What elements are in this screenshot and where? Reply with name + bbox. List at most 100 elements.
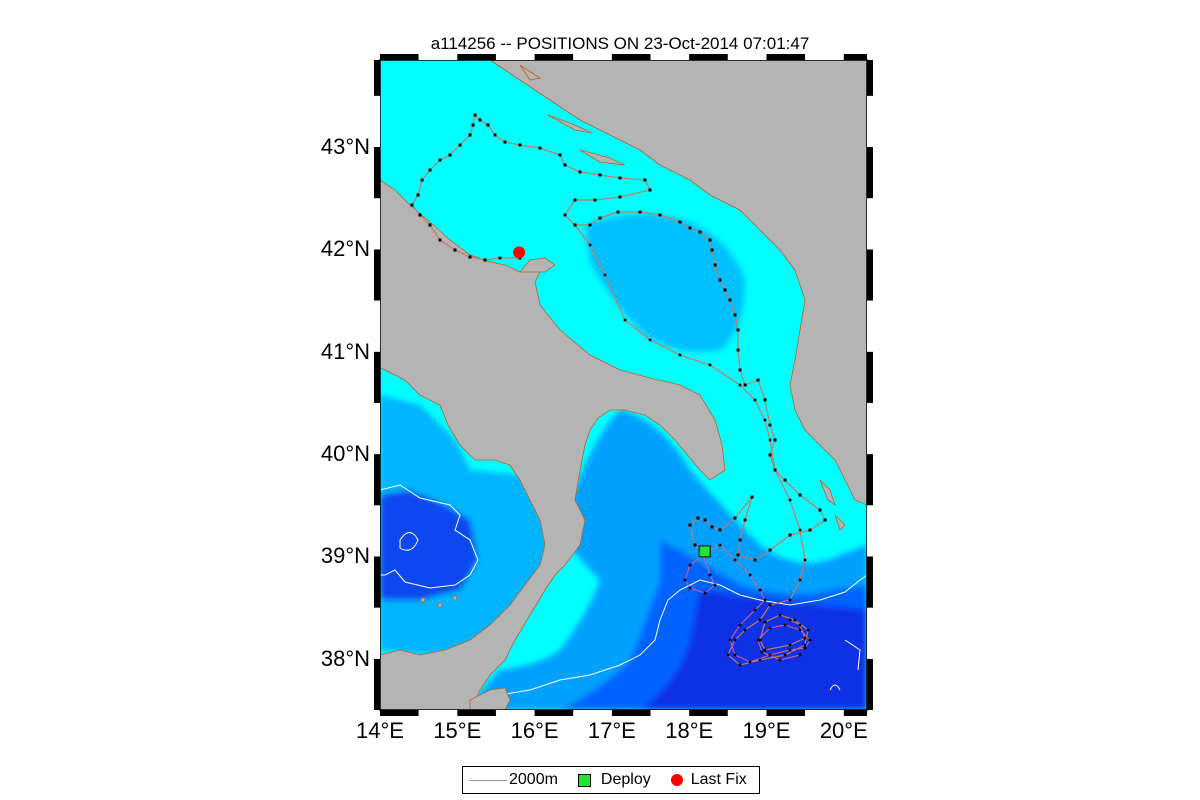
track-point: [803, 643, 807, 647]
track-point: [738, 663, 742, 667]
frame-tick: [766, 54, 806, 60]
frame-tick: [843, 54, 867, 60]
track-point: [798, 623, 802, 627]
frame-tick: [534, 54, 574, 60]
track-point: [783, 623, 787, 627]
track-point: [778, 658, 782, 662]
track-point: [773, 438, 777, 442]
track-point: [416, 193, 420, 197]
map-title: a114256 -- POSITIONS ON 23-Oct-2014 07:0…: [430, 34, 810, 53]
lon-label: 18°E: [665, 718, 714, 743]
track-point: [723, 288, 727, 292]
track-point: [448, 153, 452, 157]
track-point: [578, 170, 582, 174]
lon-label: 20°E: [819, 718, 868, 743]
track-point: [503, 140, 507, 144]
track-point: [788, 648, 792, 652]
frame-tick: [805, 54, 844, 60]
frame-tick: [495, 54, 535, 60]
deploy-square-swatch: [577, 773, 591, 787]
track-point: [418, 213, 422, 217]
track-point: [618, 176, 622, 180]
track-point: [618, 195, 622, 199]
land: [380, 60, 867, 710]
frame-tick: [374, 556, 380, 608]
balkan-coast: [420, 60, 867, 506]
frame-tick: [374, 249, 380, 301]
track-point: [738, 383, 742, 387]
frame-tick: [374, 454, 380, 506]
track-point: [748, 573, 752, 577]
frame-tick: [727, 710, 767, 716]
track-point: [688, 523, 692, 527]
track-point: [773, 468, 777, 472]
track-point: [798, 628, 802, 632]
track-points: [410, 113, 827, 667]
track-point: [783, 478, 787, 482]
last-fix-marker: [513, 246, 526, 259]
float-track-2: [574, 224, 809, 666]
track-point: [558, 153, 562, 157]
frame-tick: [418, 710, 458, 716]
track-point: [760, 650, 764, 654]
track-point: [478, 118, 482, 122]
frame-tick: [374, 147, 380, 199]
frame-tick: [374, 607, 380, 659]
contour-line-swatch: [469, 779, 507, 781]
frame-tick: [611, 54, 651, 60]
track-point: [763, 398, 767, 402]
frame-tick: [867, 402, 873, 455]
track-point: [688, 226, 692, 230]
frame-tick: [380, 710, 419, 716]
frame-tick: [727, 54, 767, 60]
track-point: [798, 653, 802, 657]
track-point: [573, 223, 577, 227]
legend-deploy-label: Deploy: [600, 771, 651, 788]
track-point: [803, 636, 807, 640]
track-point: [683, 578, 687, 582]
track-point: [728, 638, 732, 642]
track-point: [703, 591, 707, 595]
track-point: [420, 178, 424, 182]
track-point: [453, 248, 457, 252]
track-point: [753, 558, 757, 562]
track-point: [768, 453, 772, 457]
track-point: [788, 498, 792, 502]
tyrrhenian-deep: [380, 490, 478, 600]
track-point: [763, 598, 767, 602]
track-point: [726, 653, 730, 657]
track-point: [498, 256, 502, 260]
frame-tick: [418, 54, 458, 60]
ionian-deepest: [640, 590, 867, 710]
track-point: [428, 168, 432, 172]
track-point: [710, 248, 714, 252]
track-point: [603, 273, 607, 277]
frame-tick: [650, 54, 690, 60]
track-point: [468, 255, 472, 259]
track-point: [788, 618, 792, 622]
track-point: [763, 418, 767, 422]
track-point: [753, 398, 757, 402]
frame-tick: [457, 54, 496, 60]
frame-tick: [374, 60, 380, 96]
track-point: [518, 143, 522, 147]
frame-tick: [867, 249, 873, 301]
track-point: [588, 223, 592, 227]
track-point: [733, 653, 737, 657]
track-point: [743, 383, 747, 387]
track-point: [708, 238, 712, 242]
frame-tick: [766, 710, 806, 716]
track-point: [718, 278, 722, 282]
frame-tick: [867, 556, 873, 608]
track-point: [748, 660, 752, 664]
frame-tick: [457, 710, 496, 716]
track-point: [708, 363, 712, 367]
track-point: [733, 638, 737, 642]
track-point: [736, 553, 740, 557]
frame-tick: [867, 198, 873, 250]
track-point: [698, 230, 702, 234]
frame-tick: [374, 658, 380, 710]
frame-tick: [573, 710, 612, 716]
track-point: [643, 178, 647, 182]
